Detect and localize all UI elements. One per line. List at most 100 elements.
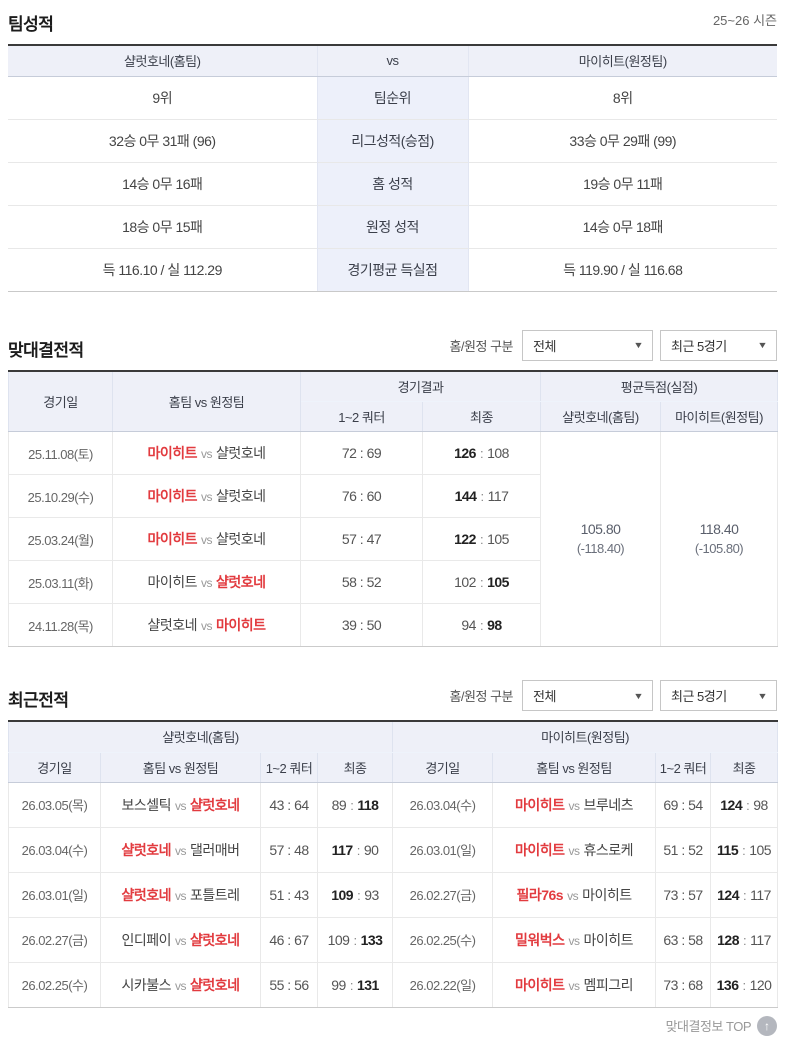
filter-label: 홈/원정 구분 <box>449 338 513 354</box>
matchup-cell: 마이히트 vs 멤피그리 <box>492 961 657 1008</box>
col-date: 경기일 <box>8 370 113 432</box>
matchup-cell: 필라76s vs 마이히트 <box>492 871 657 918</box>
final-score: 89:118 <box>316 781 394 828</box>
quarter-score: 39 : 50 <box>300 603 423 647</box>
vs-label: vs <box>568 843 581 858</box>
avg-value: 105.80 <box>580 521 621 538</box>
h2h-info-top-link[interactable]: 맞대결정보 TOP <box>665 1019 752 1034</box>
score-separator: : <box>350 797 354 813</box>
recent-games-select[interactable]: 최근 5경기 ▼ <box>660 329 777 361</box>
away-final: 105 <box>487 531 509 547</box>
matchup-cell: 밀워벅스 vs 마이히트 <box>492 916 657 963</box>
home-away-select[interactable]: 전체 ▼ <box>522 680 653 711</box>
vs-label: vs <box>568 978 581 993</box>
chevron-down-icon: ▼ <box>632 340 644 350</box>
home-away-select[interactable]: 전체 ▼ <box>522 329 653 361</box>
home-final: 124 <box>720 796 743 813</box>
vs-label: vs <box>568 933 581 948</box>
home-final: 109 <box>331 886 354 903</box>
quarter-score: 51 : 43 <box>260 871 318 918</box>
team-stats-table: 샬럿호네(홈팀) vs 마이히트(원정팀) 9위 팀순위 8위 32승 0무 3… <box>8 44 777 292</box>
final-score: 102:105 <box>422 560 541 604</box>
away-final: 98 <box>487 617 502 633</box>
footer: 맞대결정보 TOP ↑ <box>8 1015 777 1036</box>
quarter-score: 72 : 69 <box>300 431 423 475</box>
away-stat: 득 119.90 / 실 116.68 <box>468 247 777 292</box>
avg-conceded: (-105.80) <box>694 540 744 556</box>
quarter-score: 57 : 47 <box>300 517 423 561</box>
vs-label: vs <box>175 843 187 858</box>
recent-games-select[interactable]: 최근 5경기 ▼ <box>660 680 777 711</box>
game-date: 26.02.27(금) <box>8 916 101 963</box>
away-final: 118 <box>357 796 379 813</box>
vs-header: vs <box>316 45 469 77</box>
away-team-name: 샬럿호네 <box>216 488 266 504</box>
scroll-top-button[interactable]: ↑ <box>757 1015 777 1036</box>
away-team-name: 브루네츠 <box>583 796 634 813</box>
vs-label: vs <box>568 798 581 813</box>
home-final: 144 <box>454 488 477 504</box>
table-row: 14승 0무 16패 홈 성적 19승 0무 11패 <box>8 161 777 205</box>
away-team-name: 댈러매버 <box>190 841 240 858</box>
away-team-header: 마이히트(원정팀) <box>468 45 777 77</box>
quarter-score: 69 : 54 <box>655 781 712 828</box>
arrow-up-icon: ↑ <box>764 1018 770 1033</box>
score-separator: : <box>746 797 750 813</box>
final-score: 109:133 <box>316 916 394 963</box>
table-row: 25.03.11(화) 마이히트 vs 샬럿호네 58 : 52 102:105 <box>8 560 778 604</box>
final-score: 99:131 <box>316 961 394 1008</box>
away-final: 120 <box>749 976 772 993</box>
home-final: 124 <box>717 886 739 903</box>
home-stat: 득 116.10 / 실 112.29 <box>8 247 317 292</box>
score-separator: : <box>353 932 357 948</box>
selected-value: 최근 5경기 <box>671 689 727 704</box>
away-final: 133 <box>360 931 383 948</box>
matchup-cell: 마이히트 vs 휴스로케 <box>492 826 657 873</box>
away-final: 117 <box>750 886 771 903</box>
vs-label: vs <box>175 798 187 813</box>
matchup-cell: 샬럿호네 vs 마이히트 <box>112 603 301 647</box>
game-date: 24.11.28(목) <box>8 603 113 647</box>
selected-value: 전체 <box>533 689 556 704</box>
away-team-name: 마이히트 <box>583 931 634 948</box>
away-team-name: 휴스로케 <box>583 841 634 858</box>
section-title-team-stats: 팀성적 <box>8 15 54 34</box>
game-date: 26.03.04(수) <box>392 781 494 828</box>
matchup-cell: 마이히트 vs 샬럿호네 <box>112 431 301 475</box>
chevron-down-icon: ▼ <box>756 340 768 350</box>
game-date: 25.10.29(수) <box>8 474 113 518</box>
vs-label: vs <box>175 888 187 903</box>
home-team-name: 마이히트 <box>515 796 565 813</box>
quarter-score: 76 : 60 <box>300 474 423 518</box>
score-separator: : <box>479 575 484 590</box>
game-date: 26.03.05(목) <box>8 781 101 828</box>
home-team-name: 밀워벅스 <box>515 931 565 948</box>
avg-points-home: 105.80 (-118.40) <box>540 431 661 647</box>
matchup-cell: 샬럿호네 vs 댈러매버 <box>100 826 261 873</box>
away-stat: 8위 <box>468 75 777 119</box>
h2h-header: 맞대결전적 홈/원정 구분 전체 ▼ 최근 5경기 ▼ <box>8 329 777 361</box>
vs-label: vs <box>567 888 579 903</box>
vs-label: vs <box>175 978 187 993</box>
matchup-cell: 마이히트 vs 샬럿호네 <box>112 560 301 604</box>
table-header-row: 경기일 홈팀 vs 원정팀 1~2 쿼터 최종 경기일 홈팀 vs 원정팀 1~… <box>8 751 779 783</box>
away-final: 117 <box>487 488 509 504</box>
matchup-cell: 샬럿호네 vs 포틀트레 <box>100 871 261 918</box>
final-score: 124:117 <box>710 871 779 918</box>
away-final: 117 <box>750 931 771 948</box>
away-final: 108 <box>487 445 509 461</box>
home-team-name: 마이히트 <box>147 488 197 504</box>
table-header-row: 샬럿호네(홈팀) 마이히트(원정팀) <box>7 720 779 753</box>
score-separator: : <box>480 489 484 504</box>
away-team-name: 샬럿호네 <box>190 976 240 993</box>
table-header-row: 경기일 홈팀 vs 원정팀 경기결과 평균득점(실점) <box>8 370 779 432</box>
col-group-avg: 평균득점(실점) <box>539 370 779 402</box>
away-final: 105 <box>487 574 509 590</box>
final-score: 124:98 <box>710 781 779 828</box>
home-stat: 32승 0무 31패 (96) <box>8 118 317 162</box>
home-final: 102 <box>454 574 476 590</box>
quarter-score: 55 : 56 <box>260 961 318 1008</box>
recent-filters: 홈/원정 구분 전체 ▼ 최근 5경기 ▼ <box>449 680 777 711</box>
away-final: 93 <box>364 886 379 903</box>
